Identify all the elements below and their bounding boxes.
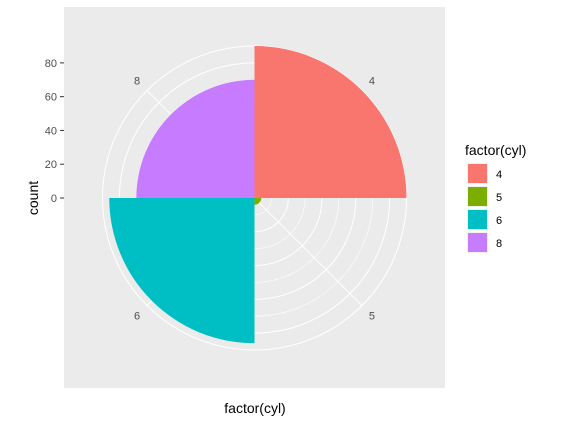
bar-wedge-5: [254, 198, 262, 205]
angle-label-6: 6: [134, 310, 140, 322]
x-axis-title: factor(cyl): [224, 400, 285, 416]
bar-wedge-6: [109, 198, 255, 344]
angle-label-8: 8: [134, 76, 140, 88]
legend-label-8: 8: [496, 238, 502, 250]
y-tick-label: 40: [45, 125, 57, 137]
legend-swatch-4: [468, 164, 487, 183]
legend-swatch-6: [468, 210, 487, 229]
y-axis: 0 20 40 60 80: [45, 58, 64, 205]
legend-title: factor(cyl): [465, 142, 526, 158]
legend-label-4: 4: [496, 169, 502, 181]
angle-label-4: 4: [369, 76, 375, 88]
legend-label-5: 5: [496, 192, 502, 204]
angle-label-5: 5: [369, 310, 375, 322]
legend-swatch-8: [468, 233, 487, 252]
wedge-layer: [109, 46, 407, 344]
y-axis-title: count: [25, 181, 41, 215]
bar-wedge-4: [254, 46, 407, 198]
angle-labels: 4 5 6 8: [134, 76, 375, 323]
legend-label-6: 6: [496, 215, 502, 227]
y-tick-label: 0: [51, 193, 57, 205]
y-tick-label: 80: [45, 58, 57, 70]
legend: factor(cyl) 4 5 6 8: [465, 142, 526, 253]
grid-spoke: [254, 197, 363, 306]
y-tick-label: 60: [45, 92, 57, 104]
bar-wedge-8: [136, 79, 255, 198]
y-tick-label: 20: [45, 159, 57, 171]
legend-swatch-5: [468, 187, 487, 206]
